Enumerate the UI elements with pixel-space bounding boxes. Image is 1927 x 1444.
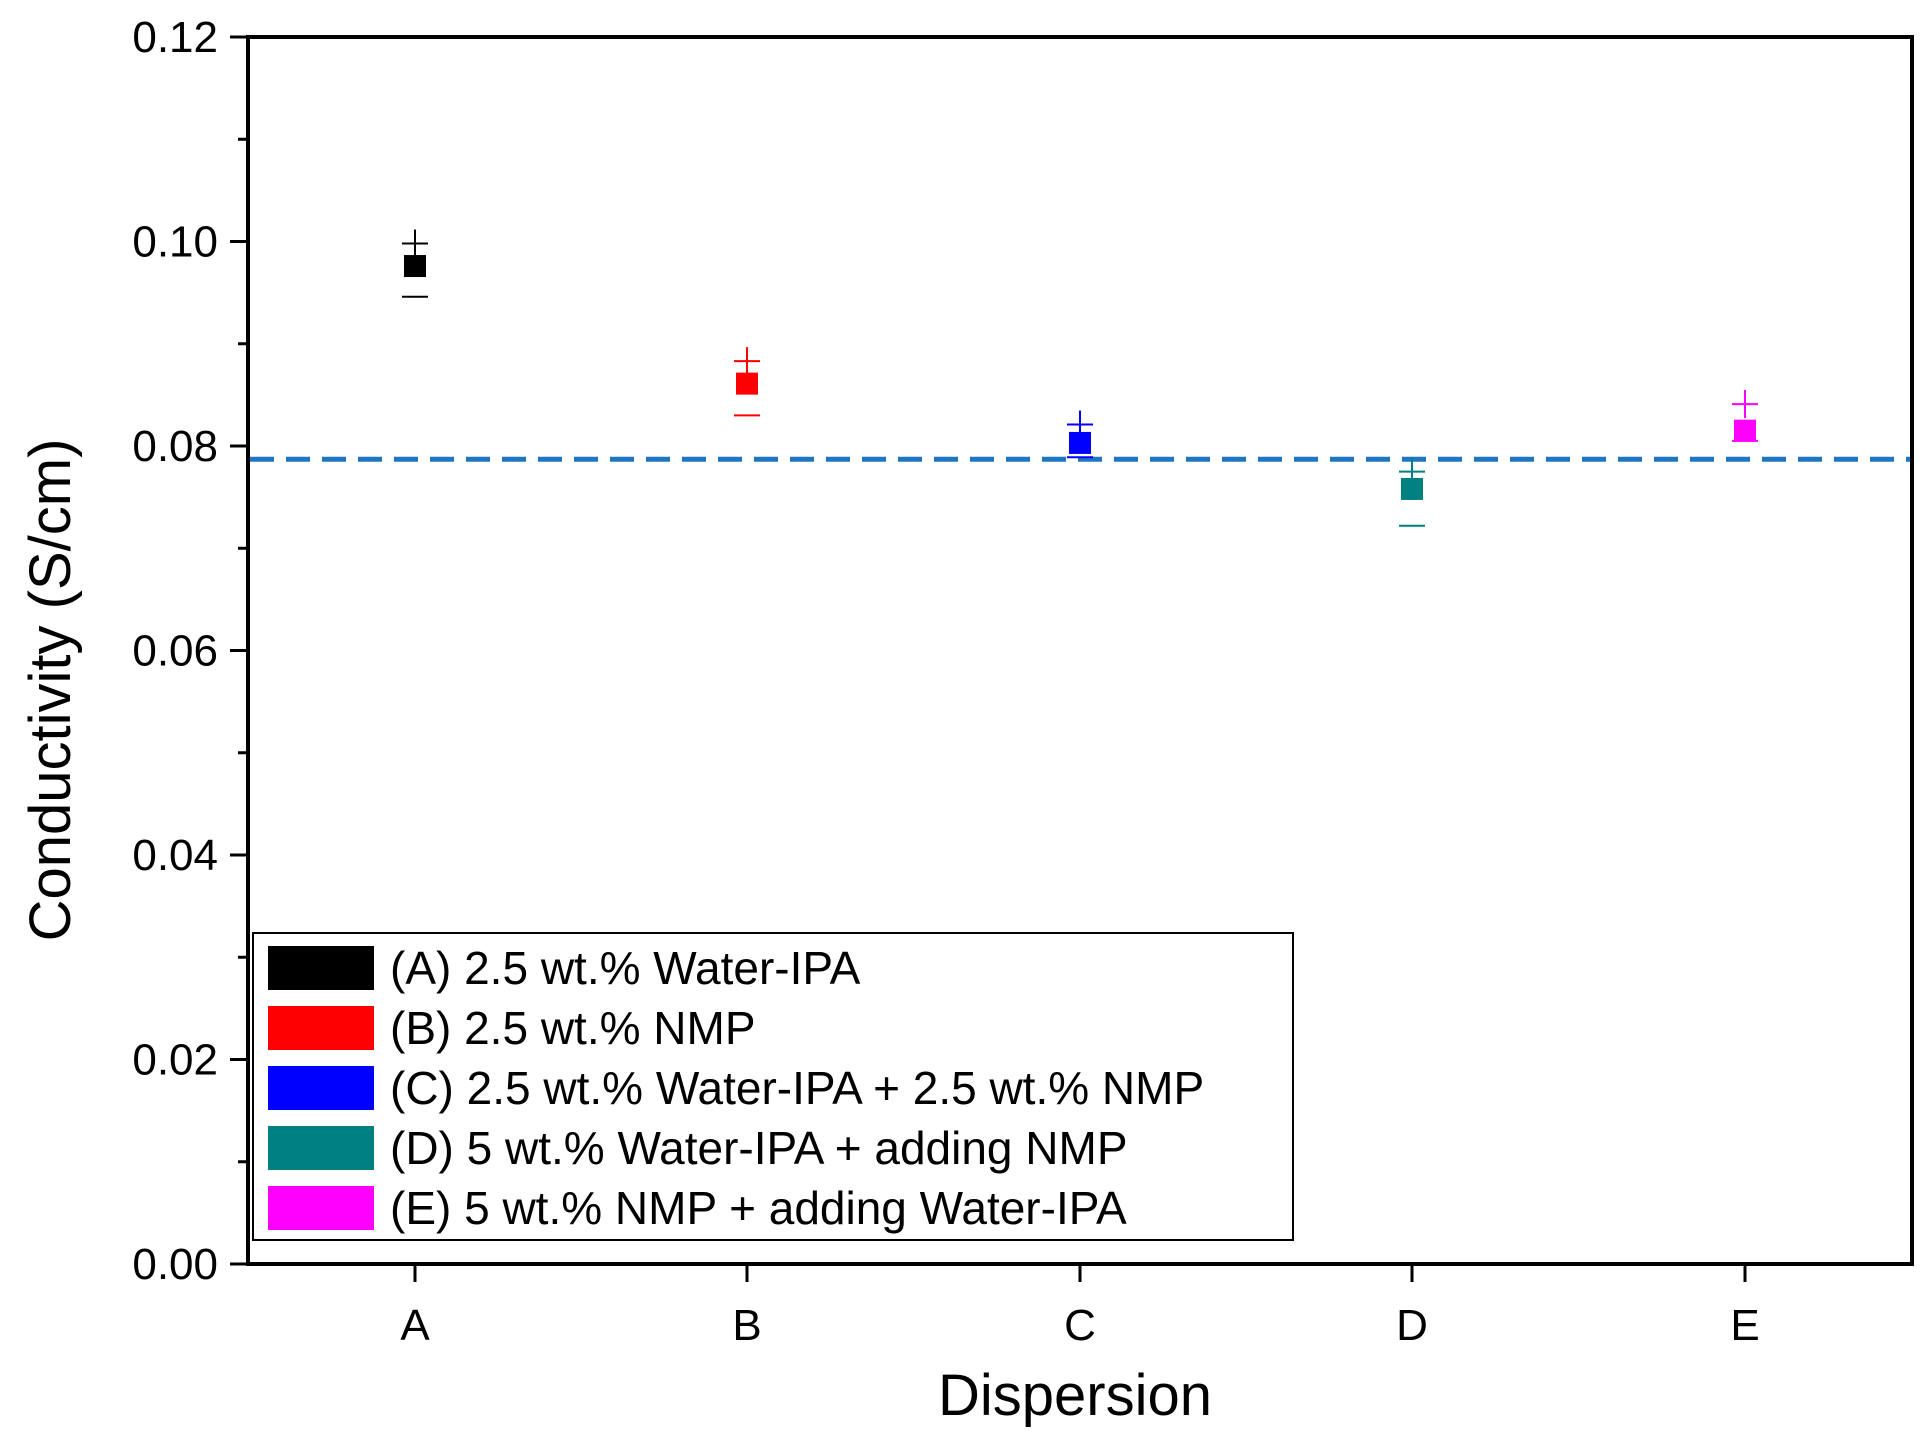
legend-label: (D) 5 wt.% Water-IPA + adding NMP [390,1122,1128,1174]
x-tick-label: A [400,1301,430,1350]
y-tick-label: 0.02 [132,1036,218,1085]
x-axis-ticks: A B C D E [400,1264,1760,1350]
legend-item: (B) 2.5 wt.% NMP [268,1002,756,1054]
legend-label: (B) 2.5 wt.% NMP [390,1002,756,1054]
legend-item: (C) 2.5 wt.% Water-IPA + 2.5 wt.% NMP [268,1062,1204,1114]
marker-square [1069,431,1091,454]
legend-box [252,932,1294,1241]
y-tick-label: 0.04 [132,831,218,880]
y-tick-label: 0.08 [132,422,218,471]
x-tick-label: B [732,1301,761,1350]
data-point-c [1067,410,1093,459]
data-point-b [734,347,760,417]
y-tick-label: 0.12 [132,13,218,62]
legend-label: (C) 2.5 wt.% Water-IPA + 2.5 wt.% NMP [390,1062,1204,1114]
legend-item: (D) 5 wt.% Water-IPA + adding NMP [268,1122,1128,1174]
marker-square [1401,477,1423,500]
y-tick-label: 0.10 [132,218,218,267]
legend-swatch [268,1006,374,1050]
x-tick-label: D [1396,1301,1428,1350]
x-axis-title: Dispersion [938,1363,1212,1428]
legend: (A) 2.5 wt.% Water-IPA (B) 2.5 wt.% NMP (C… [252,932,1294,1241]
legend-label: (A) 2.5 wt.% Water-IPA [390,942,861,994]
marker-square [1734,419,1756,442]
y-tick-label: 0.00 [132,1240,218,1289]
legend-item: (E) 5 wt.% NMP + adding Water-IPA [268,1182,1127,1234]
x-tick-label: E [1730,1301,1759,1350]
y-axis-ticks: 0.00 0.02 0.04 0.06 0.08 0.10 0.12 [132,13,248,1289]
marker-square [404,255,426,278]
y-tick-label: 0.06 [132,627,218,676]
legend-swatch [268,1066,374,1110]
y-axis-title: Conductivity (S/cm) [18,439,83,942]
data-point-e [1732,390,1758,442]
legend-label: (E) 5 wt.% NMP + adding Water-IPA [390,1182,1127,1234]
legend-swatch [268,1126,374,1170]
x-tick-label: C [1064,1301,1096,1350]
marker-square [736,372,758,395]
legend-swatch [268,1186,374,1230]
data-marks [402,229,1758,527]
legend-swatch [268,946,374,990]
legend-item: (A) 2.5 wt.% Water-IPA [268,942,861,994]
data-point-d [1399,457,1425,527]
data-point-a [402,229,428,298]
